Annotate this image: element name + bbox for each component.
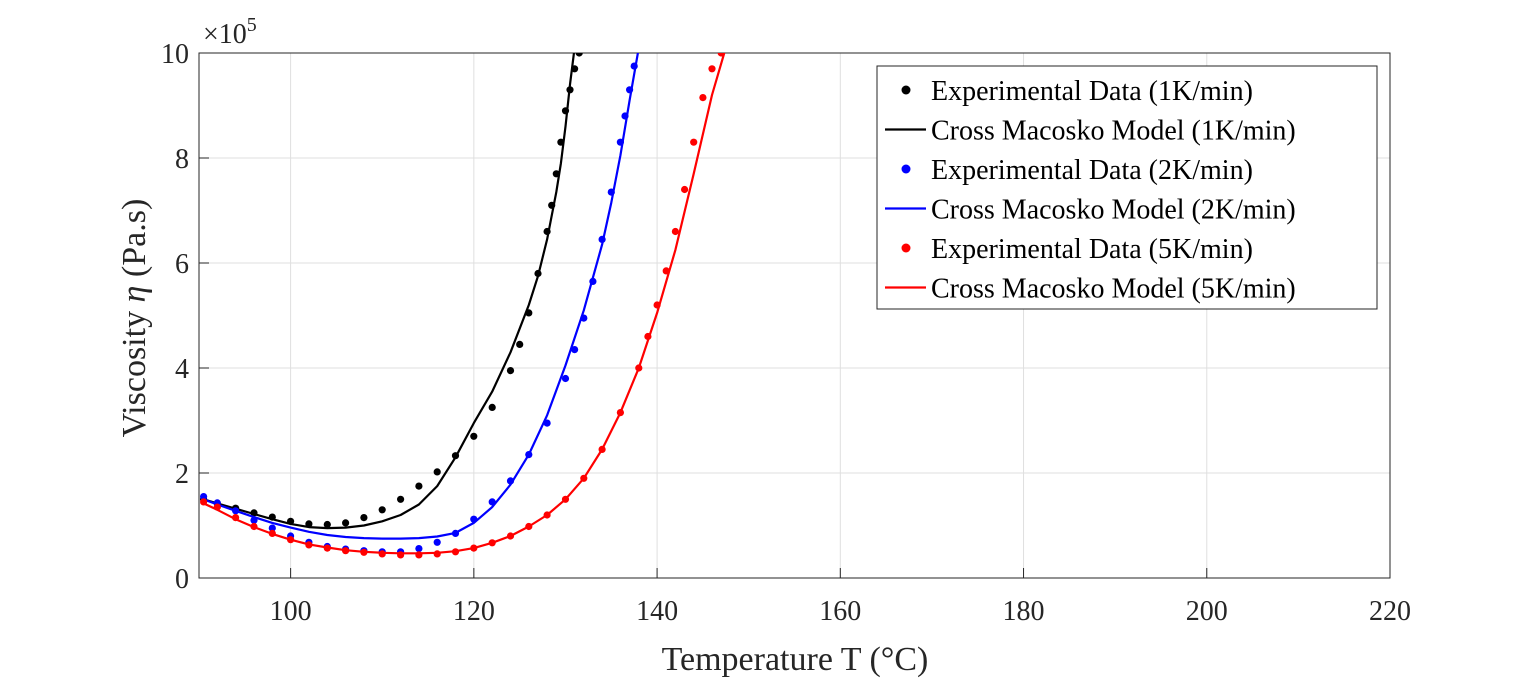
legend-entry: Experimental Data (5K/min) [901, 234, 1253, 265]
legend-label: Experimental Data (2K/min) [931, 155, 1253, 186]
data-point [690, 138, 698, 146]
data-point [415, 482, 423, 490]
legend-entry: Cross Macosko Model (1K/min) [885, 116, 1296, 147]
x-tick-label: 160 [819, 596, 861, 627]
x-tick-label: 100 [270, 596, 312, 627]
data-point [378, 506, 386, 514]
series-group [200, 53, 726, 559]
data-point [415, 545, 423, 553]
y-tick-label: 0 [175, 564, 189, 595]
data-point [671, 227, 680, 236]
legend-label: Cross Macosko Model (2K/min) [931, 195, 1296, 226]
data-point [575, 53, 583, 57]
legend-marker-swatch [901, 85, 911, 95]
data-point [699, 94, 707, 102]
data-point [708, 65, 716, 73]
series-line [203, 53, 640, 540]
legend-marker-swatch [901, 164, 911, 174]
series-4 [203, 53, 640, 540]
legend-box [876, 65, 1378, 310]
data-point [516, 340, 524, 348]
legend-label: Cross Macosko Model (5K/min) [931, 274, 1296, 305]
y-tick-label: 8 [175, 144, 189, 175]
data-point [433, 468, 441, 476]
legend-marker-swatch [901, 243, 911, 253]
data-point [571, 346, 579, 354]
x-tick-label: 180 [1003, 596, 1045, 627]
data-point [470, 432, 478, 440]
y-tick-label: 6 [175, 249, 189, 280]
data-point [268, 524, 276, 532]
y-tick-label: 10 [161, 39, 189, 70]
series-6 [203, 53, 726, 555]
series-line [203, 53, 576, 530]
x-tick-label: 220 [1369, 596, 1411, 627]
x-tick-label: 200 [1186, 596, 1228, 627]
data-point [681, 185, 689, 194]
legend-entry: Experimental Data (1K/min) [901, 76, 1253, 107]
legend-entry: Experimental Data (2K/min) [901, 155, 1253, 186]
x-tick-label: 120 [453, 596, 495, 627]
legend-entry: Cross Macosko Model (2K/min) [885, 195, 1296, 226]
data-point [323, 520, 331, 529]
x-tick-label: 140 [636, 596, 678, 627]
data-point [488, 403, 496, 411]
y-tick-label: 2 [175, 459, 189, 490]
data-point [397, 495, 405, 503]
y-axis-title: Viscosity η (Pa.s) [116, 199, 153, 438]
legend-label: Cross Macosko Model (1K/min) [931, 116, 1296, 147]
data-point [342, 519, 350, 527]
legend: Experimental Data (1K/min) Cross Macosko … [876, 65, 1378, 310]
plot-area-border [198, 52, 1391, 579]
legend-label: Experimental Data (5K/min) [931, 234, 1253, 265]
y-tick-labels: 0 2 4 6 8 10 [161, 39, 189, 595]
data-point [200, 493, 208, 501]
axis-ticks [199, 52, 1391, 579]
data-point [360, 514, 368, 522]
data-point [433, 538, 441, 546]
data-point [561, 374, 570, 383]
x-axis-title: Temperature T (°C) [662, 641, 929, 678]
series-2 [203, 53, 576, 530]
legend-entry: Cross Macosko Model (5K/min) [885, 274, 1296, 305]
legend-entries: Experimental Data (1K/min) Cross Macosko … [885, 76, 1296, 305]
series-line [203, 53, 726, 555]
y-axis-multiplier: ×105 [203, 14, 257, 50]
legend-label: Experimental Data (1K/min) [931, 76, 1253, 107]
y-tick-label: 4 [175, 354, 189, 385]
x-tick-labels: 100 120 140 160 180 200 220 [270, 596, 1411, 627]
data-point [506, 367, 515, 375]
